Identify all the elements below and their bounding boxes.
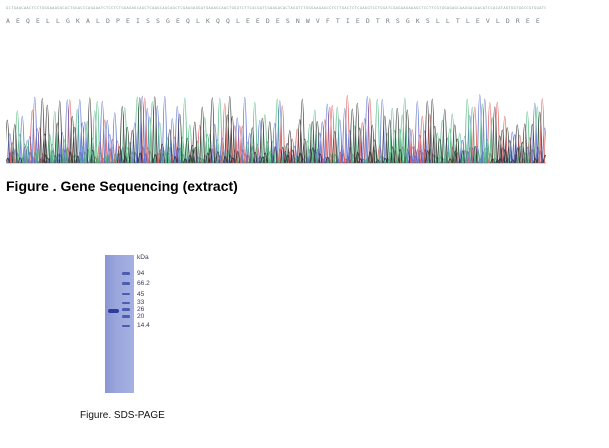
marker-band [122,315,130,319]
marker-band [122,324,130,328]
nucleotide-sequence: GCTGAACAACTCCTGGGAAAGGCACTGGACCCAGAAATCT… [6,6,546,10]
marker-band [122,292,130,296]
marker-band [122,272,130,275]
sds-page-gel: kDa 94 66.2 45 33 26 20 14.4 [105,254,165,395]
marker-label: 66.2 [137,279,150,287]
gel-lane [105,255,134,393]
figure-caption-gene-sequencing: Figure . Gene Sequencing (extract) [6,178,238,194]
figure-caption-sds-page: Figure. SDS-PAGE [80,410,165,421]
marker-label: 26 [137,305,145,313]
marker-label: 45 [137,290,145,298]
marker-band [122,301,130,305]
marker-band [122,282,130,285]
marker-label: 94 [137,270,145,278]
trace-g [6,96,546,164]
kda-unit-label: kDa [137,254,149,261]
chromatogram-traces [6,94,546,164]
marker-band [122,308,130,311]
marker-label: 14.4 [137,322,150,330]
sample-band [108,308,119,313]
marker-label: 20 [137,313,145,321]
marker-label: 33 [137,299,145,307]
amino-acid-sequence: AEQELLGKALDPEISSGEQLKQQLEEDESNWVFTIEDTRS… [6,17,546,25]
chromatogram: GCTGAACAACTCCTGGGAAAGGCACTGGACCCAGAAATCT… [6,5,546,165]
